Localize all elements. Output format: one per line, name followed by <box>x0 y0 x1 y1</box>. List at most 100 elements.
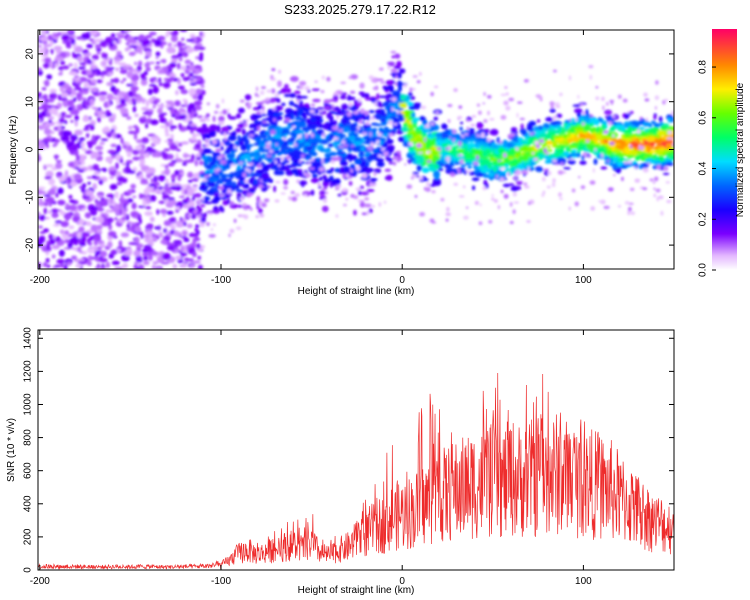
spectrogram-cell <box>398 68 406 74</box>
spectrogram-cell <box>345 173 350 178</box>
spectrogram-cell <box>420 105 427 110</box>
spectrogram-cell <box>412 102 422 107</box>
spectrogram-cell <box>99 114 107 119</box>
spectrogram-cell <box>132 82 138 85</box>
spectrogram-cell <box>258 207 263 215</box>
spectrogram-cell <box>340 153 346 158</box>
spectrogram-cell <box>649 140 655 147</box>
spectrogram-cell <box>209 161 216 166</box>
spectrogram-cell <box>397 136 406 143</box>
spectrogram-cell <box>38 186 46 190</box>
spectrogram-cell <box>451 136 459 140</box>
spectrogram-cell <box>447 104 453 108</box>
spectrogram-cell <box>472 161 479 166</box>
spectrogram-cell <box>527 201 531 206</box>
spectrogram-cell <box>72 97 77 102</box>
spectrogram-cell <box>127 189 133 195</box>
spectrogram-cell <box>172 186 177 191</box>
spectrogram-cell <box>170 134 174 140</box>
spectrogram-cell <box>76 105 81 110</box>
spectrogram-cell <box>376 78 384 81</box>
spectrogram-cell <box>159 208 168 214</box>
spectrogram-cell <box>642 187 648 190</box>
spectrogram-cell <box>41 87 47 91</box>
snr-y-tick-label: 1400 <box>23 327 34 350</box>
spectrogram-cell <box>220 131 225 135</box>
spectrogram-cell <box>195 56 200 60</box>
spectrogram-cell <box>514 153 520 159</box>
spectrogram-cell <box>478 129 487 133</box>
spectrogram-cell <box>175 255 182 260</box>
spectrogram-cell <box>435 111 440 114</box>
spectrogram-cell <box>122 78 127 81</box>
spectrogram-cell <box>433 163 440 170</box>
spectrogram-cell <box>395 66 401 70</box>
spectrogram-cell <box>594 147 597 152</box>
spectrogram-cell <box>145 201 150 205</box>
spectrogram-cell <box>132 105 137 113</box>
spectrogram-cell <box>527 146 533 152</box>
spectrogram-cell <box>449 136 452 139</box>
spectrogram-cell <box>563 127 569 131</box>
spectrogram-cell <box>44 128 52 135</box>
spectrogram-cell <box>131 202 137 210</box>
spectrogram-cell <box>224 137 227 142</box>
spectrogram-cell <box>471 115 477 118</box>
spectrogram-cell <box>500 167 506 170</box>
spectrogram-cell <box>38 225 43 229</box>
spectrogram-cell <box>497 148 506 154</box>
spectrogram-cell <box>163 78 172 81</box>
spectrogram-cell <box>128 125 134 129</box>
spectrogram-cell <box>55 162 63 170</box>
spectrogram-cell <box>266 142 272 145</box>
spectrogram-cell <box>222 200 229 206</box>
spectrogram-cell <box>587 144 595 151</box>
spectrogram-cell <box>156 236 160 240</box>
spectrogram-cell <box>224 149 231 155</box>
spectrogram-cell <box>215 148 222 153</box>
spectrogram-cell <box>590 128 595 133</box>
spectrogram-cell <box>54 154 58 161</box>
spectrogram-cell <box>67 177 72 185</box>
spectrogram-cell <box>237 123 244 128</box>
spectrogram-cell <box>661 123 670 126</box>
spectrogram-cell <box>580 185 586 190</box>
spectrogram-cell <box>523 79 529 83</box>
spectrogram-cell <box>365 136 371 142</box>
spectrogram-cell <box>152 99 159 105</box>
spectrogram-cell <box>433 85 439 89</box>
spectrogram-cell <box>220 141 224 146</box>
spectrogram-cell <box>271 68 276 71</box>
spectrogram-cell <box>142 39 151 46</box>
spectrogram-cell <box>87 142 93 149</box>
spectrogram-cell <box>549 160 553 164</box>
spectrogram-cell <box>135 255 143 261</box>
spectrogram-cell <box>199 118 206 122</box>
spectrogram-cell <box>357 190 362 196</box>
spectrogram-cell <box>429 183 436 187</box>
spectrogram-cell <box>562 171 567 174</box>
spectrogram-cell <box>230 163 236 167</box>
spectrogram-cell <box>539 149 545 154</box>
spectrogram-cell <box>638 126 645 130</box>
snr-y-tick-label: 1200 <box>23 360 34 383</box>
spectrogram-cell <box>93 234 102 242</box>
spectrogram-cell <box>273 157 282 162</box>
spectrogram-cell <box>74 62 78 70</box>
spectrogram-cell <box>557 147 565 154</box>
spectrogram-cell <box>292 103 298 107</box>
spectrogram-cell <box>336 184 342 188</box>
spectrogram-cell <box>406 184 413 189</box>
spectrogram-cell <box>482 102 486 105</box>
spectrogram-cell <box>134 145 143 150</box>
spectrogram-cell <box>629 111 634 114</box>
colorbar-tick-label: 0.4 <box>698 161 709 175</box>
spectrogram-cell <box>67 242 73 249</box>
spectrogram-cell <box>93 171 101 175</box>
spectrogram-cell <box>370 177 378 182</box>
spectrogram-cell <box>158 174 166 182</box>
spectrogram-cell <box>298 180 308 186</box>
spectrogram-cell <box>403 122 409 128</box>
spectrogram-cell <box>663 166 669 171</box>
spectrogram-cell <box>625 140 630 144</box>
